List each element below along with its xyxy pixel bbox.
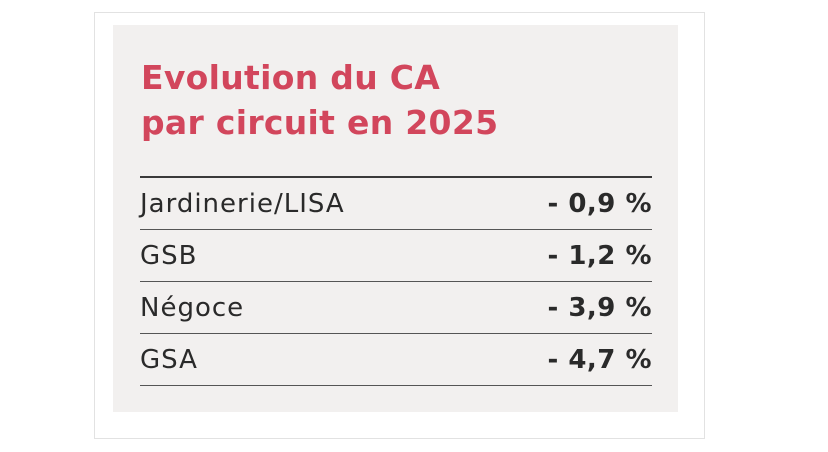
- row-value: - 1,2 %: [547, 240, 652, 271]
- table-row: Jardinerie/LISA - 0,9 %: [140, 178, 652, 230]
- title-line: par circuit en 2025: [141, 103, 499, 142]
- panel: Evolution du CA par circuit en 2025 Jard…: [113, 25, 678, 412]
- row-label: GSA: [140, 344, 198, 375]
- title-line: Evolution du CA: [141, 58, 441, 97]
- row-value: - 3,9 %: [547, 292, 652, 323]
- row-label: Jardinerie/LISA: [140, 188, 345, 219]
- table-row: GSB - 1,2 %: [140, 230, 652, 282]
- row-value: - 4,7 %: [547, 344, 652, 375]
- row-value: - 0,9 %: [547, 188, 652, 219]
- table-row: GSA - 4,7 %: [140, 334, 652, 386]
- row-label: Négoce: [140, 292, 245, 323]
- title: Evolution du CA par circuit en 2025: [141, 55, 498, 145]
- row-label: GSB: [140, 240, 198, 271]
- table-row: Négoce - 3,9 %: [140, 282, 652, 334]
- table: Jardinerie/LISA - 0,9 % GSB - 1,2 % Négoce - …: [140, 176, 652, 386]
- frame: [94, 12, 705, 439]
